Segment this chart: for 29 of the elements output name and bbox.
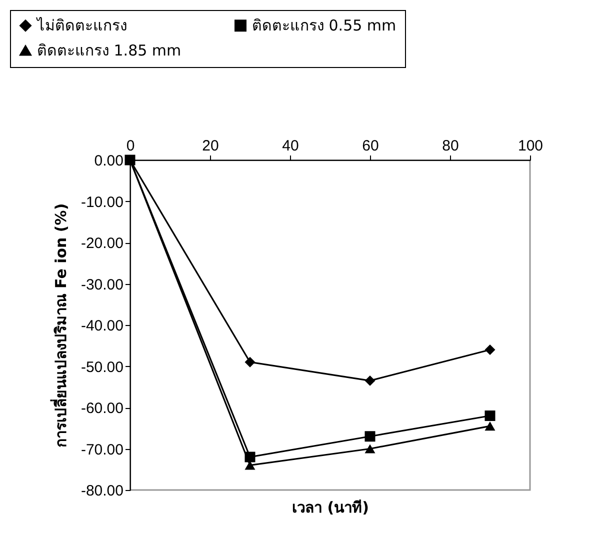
- y-tick-label: -40.00: [80, 318, 124, 334]
- y-tick-label: -50.00: [80, 358, 124, 376]
- point: [244, 460, 256, 470]
- point: [364, 431, 376, 442]
- y-tick-label: -80.00: [80, 482, 124, 500]
- legend-label: ติดตะแกรง 1.85 mm: [37, 42, 182, 60]
- legend-label: ติดตะแกรง 0.55 mm: [252, 16, 396, 35]
- y-tick-label: -10.00: [80, 194, 124, 211]
- y-tick-label: -20.00: [80, 235, 124, 252]
- x-tick-label: 80: [442, 138, 459, 154]
- x-tick-label: 40: [282, 138, 299, 154]
- y-axis-title: การเปลี่ยนแปลงปริมาณ Fe ion (%): [50, 203, 70, 448]
- x-tick-label: 20: [202, 138, 219, 154]
- x-axis-title: เวลา (นาที): [292, 498, 369, 516]
- point: [484, 422, 496, 431]
- x-tick-label: 60: [362, 138, 379, 154]
- point: [244, 452, 256, 462]
- point: [364, 375, 376, 386]
- point: [244, 356, 256, 368]
- y-tick-label: -70.00: [80, 441, 124, 458]
- y-tick-label: 0.00: [94, 152, 124, 170]
- point: [484, 344, 496, 355]
- x-tick-label: 100: [518, 138, 544, 154]
- legend-label: ไม่ติดตะแกรง: [36, 16, 127, 35]
- point: [484, 410, 496, 421]
- y-tick-label: -60.00: [80, 400, 124, 417]
- x-tick-label: 0: [126, 138, 135, 154]
- y-tick-label: -30.00: [80, 276, 124, 294]
- point: [364, 444, 376, 454]
